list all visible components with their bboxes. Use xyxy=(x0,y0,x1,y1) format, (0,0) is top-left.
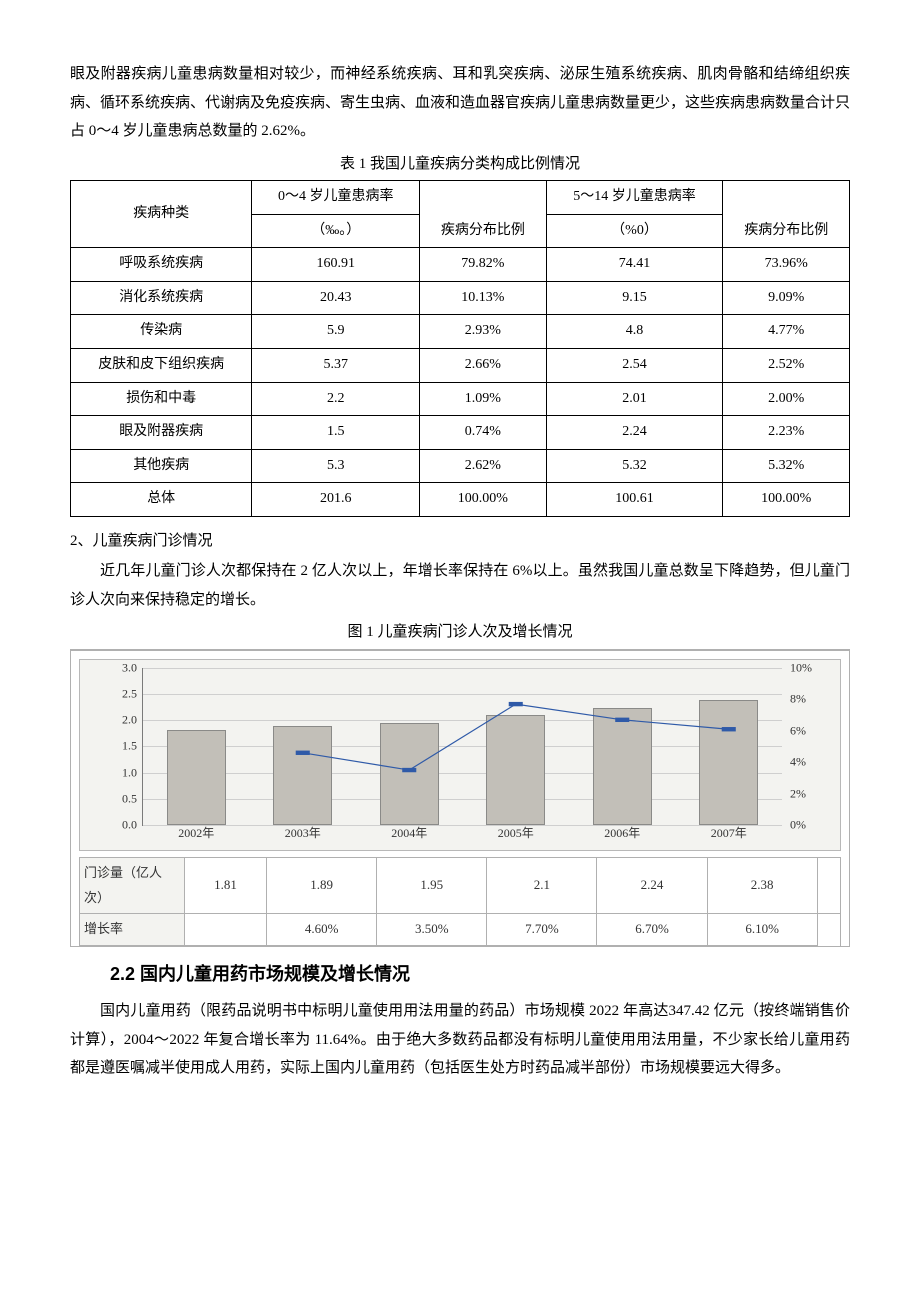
y-right-tick: 2% xyxy=(790,782,830,805)
ct-r2-label: 增长率 xyxy=(80,914,185,946)
table-cell: 79.82% xyxy=(420,248,547,282)
x-tick: 2003年 xyxy=(273,822,333,845)
table-cell: 2.62% xyxy=(420,449,547,483)
ct-cell: 4.60% xyxy=(267,914,377,946)
plot-area: 0.00.51.01.52.02.53.00%2%4%6%8%10%2002年2… xyxy=(142,668,782,826)
table-cell: 2.01 xyxy=(546,382,723,416)
x-tick: 2004年 xyxy=(379,822,439,845)
table-cell: 4.8 xyxy=(546,315,723,349)
x-tick: 2002年 xyxy=(166,822,226,845)
table-cell: 10.13% xyxy=(420,281,547,315)
y-left-tick: 0.5 xyxy=(101,787,137,810)
table-cell: 4.77% xyxy=(723,315,850,349)
table-cell: 5.32 xyxy=(546,449,723,483)
table-cell: 总体 xyxy=(71,483,252,517)
y-left-tick: 2.5 xyxy=(101,683,137,706)
chart-container: 0.0 0.5 1.0 1.5 2.0 2.5 3.0 0% 2% 4% 6% 8% 10% 2002年 2… xyxy=(70,649,850,947)
table-cell: 2.93% xyxy=(420,315,547,349)
th-c4b: （%0） xyxy=(546,214,723,248)
table-cell: 2.24 xyxy=(546,416,723,450)
y-right-tick: 6% xyxy=(790,719,830,742)
y-left-tick: 0.0 xyxy=(101,814,137,837)
growth-line xyxy=(143,668,782,825)
th-c3: 疾病分布比例 xyxy=(420,181,547,248)
x-tick: 2006年 xyxy=(592,822,652,845)
y-right-tick: 10% xyxy=(790,657,830,680)
th-disease: 疾病种类 xyxy=(71,181,252,248)
y-left-tick: 3.0 xyxy=(101,657,137,680)
ct-blank xyxy=(817,914,840,946)
table-cell: 传染病 xyxy=(71,315,252,349)
disease-table: 疾病种类 0～4 岁儿童患病率 疾病分布比例 5～14 岁儿童患病率 疾病分布比… xyxy=(70,180,850,517)
y-right-tick: 0% xyxy=(790,814,830,837)
table-cell: 9.15 xyxy=(546,281,723,315)
table-cell: 皮肤和皮下组织疾病 xyxy=(71,348,252,382)
table-cell: 2.23% xyxy=(723,416,850,450)
chart-area: 0.0 0.5 1.0 1.5 2.0 2.5 3.0 0% 2% 4% 6% 8% 10% 2002年 2… xyxy=(79,659,841,851)
table-cell: 消化系统疾病 xyxy=(71,281,252,315)
table-cell: 眼及附器疾病 xyxy=(71,416,252,450)
table-cell: 5.32% xyxy=(723,449,850,483)
table-cell: 9.09% xyxy=(723,281,850,315)
intro-paragraph: 眼及附器疾病儿童患病数量相对较少，而神经系统疾病、耳和乳突疾病、泌尿生殖系统疾病… xyxy=(70,60,850,146)
table-cell: 2.52% xyxy=(723,348,850,382)
table-cell: 2.00% xyxy=(723,382,850,416)
ct-cell: 2.24 xyxy=(597,857,707,913)
ct-blank xyxy=(817,857,840,913)
ct-r1-label: 门诊量（亿人次） xyxy=(80,857,185,913)
ct-cell: 1.81 xyxy=(185,857,267,913)
table-cell: 5.37 xyxy=(252,348,420,382)
section2-paragraph: 近几年儿童门诊人次都保持在 2 亿人次以上，年增长率保持在 6%以上。虽然我国儿… xyxy=(70,557,850,614)
table-cell: 160.91 xyxy=(252,248,420,282)
table-cell: 73.96% xyxy=(723,248,850,282)
table-cell: 2.54 xyxy=(546,348,723,382)
ct-cell xyxy=(185,914,267,946)
ct-cell: 2.38 xyxy=(707,857,817,913)
table1-caption: 表 1 我国儿童疾病分类构成比例情况 xyxy=(70,150,850,179)
th-c5: 疾病分布比例 xyxy=(723,181,850,248)
table-cell: 100.00% xyxy=(420,483,547,517)
table-cell: 100.61 xyxy=(546,483,723,517)
table-cell: 201.6 xyxy=(252,483,420,517)
th-c4a: 5～14 岁儿童患病率 xyxy=(546,181,723,215)
table-cell: 2.66% xyxy=(420,348,547,382)
th-c2a: 0～4 岁儿童患病率 xyxy=(252,181,420,215)
section2-title: 2、儿童疾病门诊情况 xyxy=(70,527,850,556)
th-c2b: （‰。） xyxy=(252,214,420,248)
p22: 国内儿童用药（限药品说明书中标明儿童使用用法用量的药品）市场规模 2022 年高… xyxy=(70,997,850,1083)
ct-cell: 1.89 xyxy=(267,857,377,913)
table-cell: 0.74% xyxy=(420,416,547,450)
table-cell: 1.09% xyxy=(420,382,547,416)
table-cell: 其他疾病 xyxy=(71,449,252,483)
heading-2-2: 2.2 国内儿童用药市场规模及增长情况 xyxy=(110,957,850,991)
table-cell: 100.00% xyxy=(723,483,850,517)
y-left-tick: 2.0 xyxy=(101,709,137,732)
chart-caption: 图 1 儿童疾病门诊人次及增长情况 xyxy=(70,618,850,647)
table-cell: 74.41 xyxy=(546,248,723,282)
ct-cell: 2.1 xyxy=(487,857,597,913)
table-cell: 20.43 xyxy=(252,281,420,315)
table-cell: 2.2 xyxy=(252,382,420,416)
table-cell: 5.3 xyxy=(252,449,420,483)
table-cell: 损伤和中毒 xyxy=(71,382,252,416)
x-tick: 2007年 xyxy=(699,822,759,845)
table-cell: 1.5 xyxy=(252,416,420,450)
ct-cell: 3.50% xyxy=(377,914,487,946)
y-left-tick: 1.5 xyxy=(101,735,137,758)
table-cell: 呼吸系统疾病 xyxy=(71,248,252,282)
y-right-tick: 4% xyxy=(790,751,830,774)
ct-cell: 7.70% xyxy=(487,914,597,946)
ct-cell: 1.95 xyxy=(377,857,487,913)
x-tick: 2005年 xyxy=(486,822,546,845)
y-left-tick: 1.0 xyxy=(101,761,137,784)
ct-cell: 6.70% xyxy=(597,914,707,946)
y-right-tick: 8% xyxy=(790,688,830,711)
table-cell: 5.9 xyxy=(252,315,420,349)
ct-cell: 6.10% xyxy=(707,914,817,946)
chart-data-table: 门诊量（亿人次） 1.81 1.89 1.95 2.1 2.24 2.38 增长… xyxy=(79,857,841,946)
